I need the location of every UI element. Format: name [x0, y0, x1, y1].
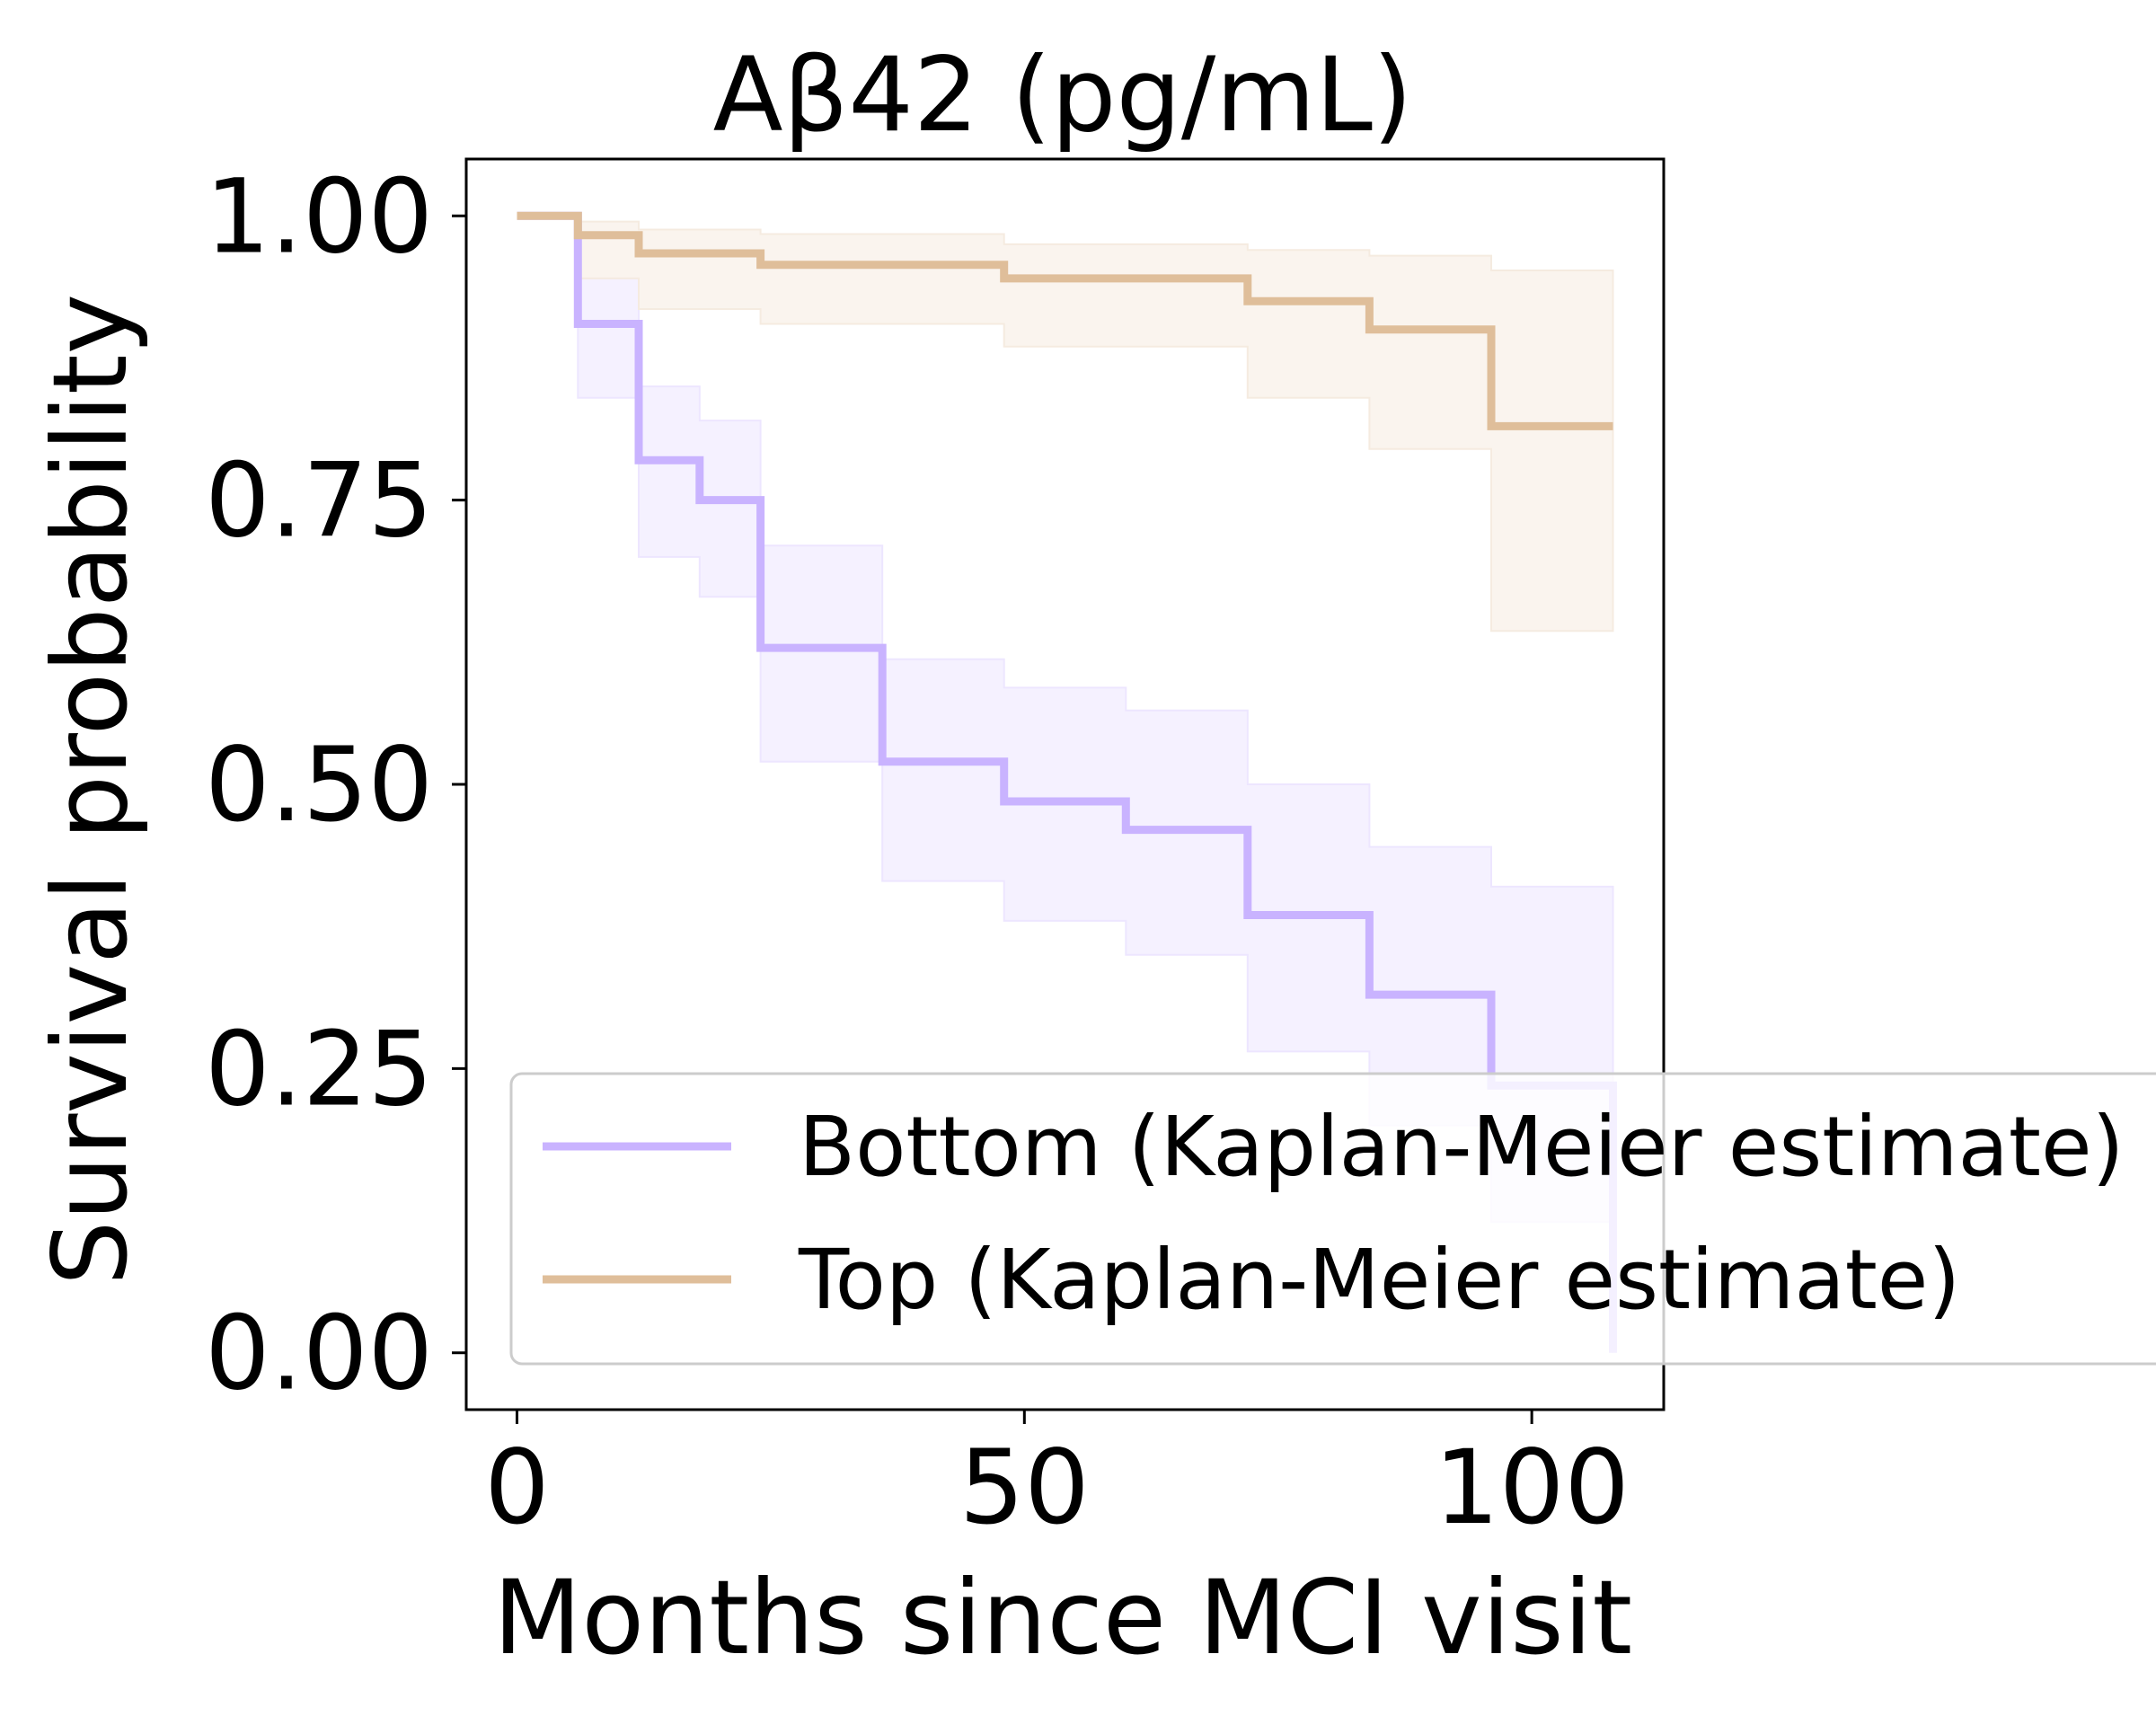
ci-band-series-1	[517, 215, 1614, 632]
legend-label-top: Top (Kaplan-Meier estimate)	[798, 1232, 1960, 1328]
y-tick-label: 0.75	[205, 441, 433, 561]
y-tick-label: 0.50	[205, 725, 433, 845]
legend: Bottom (Kaplan-Meier estimate) Top (Kapl…	[509, 1072, 2156, 1366]
x-tick-label: 0	[484, 1428, 550, 1547]
x-tick-label: 50	[959, 1428, 1090, 1547]
axis-ticks: 0 50 100 0.00 0.25 0.50 0.75 1.00	[205, 156, 1630, 1547]
x-tick-label: 100	[1434, 1428, 1630, 1547]
y-tick-label: 0.25	[205, 1009, 433, 1128]
y-tick-label: 0.00	[205, 1294, 433, 1413]
x-axis-label: Months since MCI visit	[493, 1558, 1632, 1677]
chart-title: Aβ42 (pg/mL)	[713, 35, 1413, 155]
y-tick-label: 1.00	[205, 156, 433, 276]
legend-label-bottom: Bottom (Kaplan-Meier estimate)	[799, 1099, 2124, 1195]
survival-curves	[517, 211, 1617, 1353]
legend-box	[509, 1072, 2156, 1366]
y-axis-label: Survival probability	[31, 294, 150, 1286]
km-line-series-1	[517, 211, 1613, 430]
km-line-series-0	[517, 211, 1617, 1353]
